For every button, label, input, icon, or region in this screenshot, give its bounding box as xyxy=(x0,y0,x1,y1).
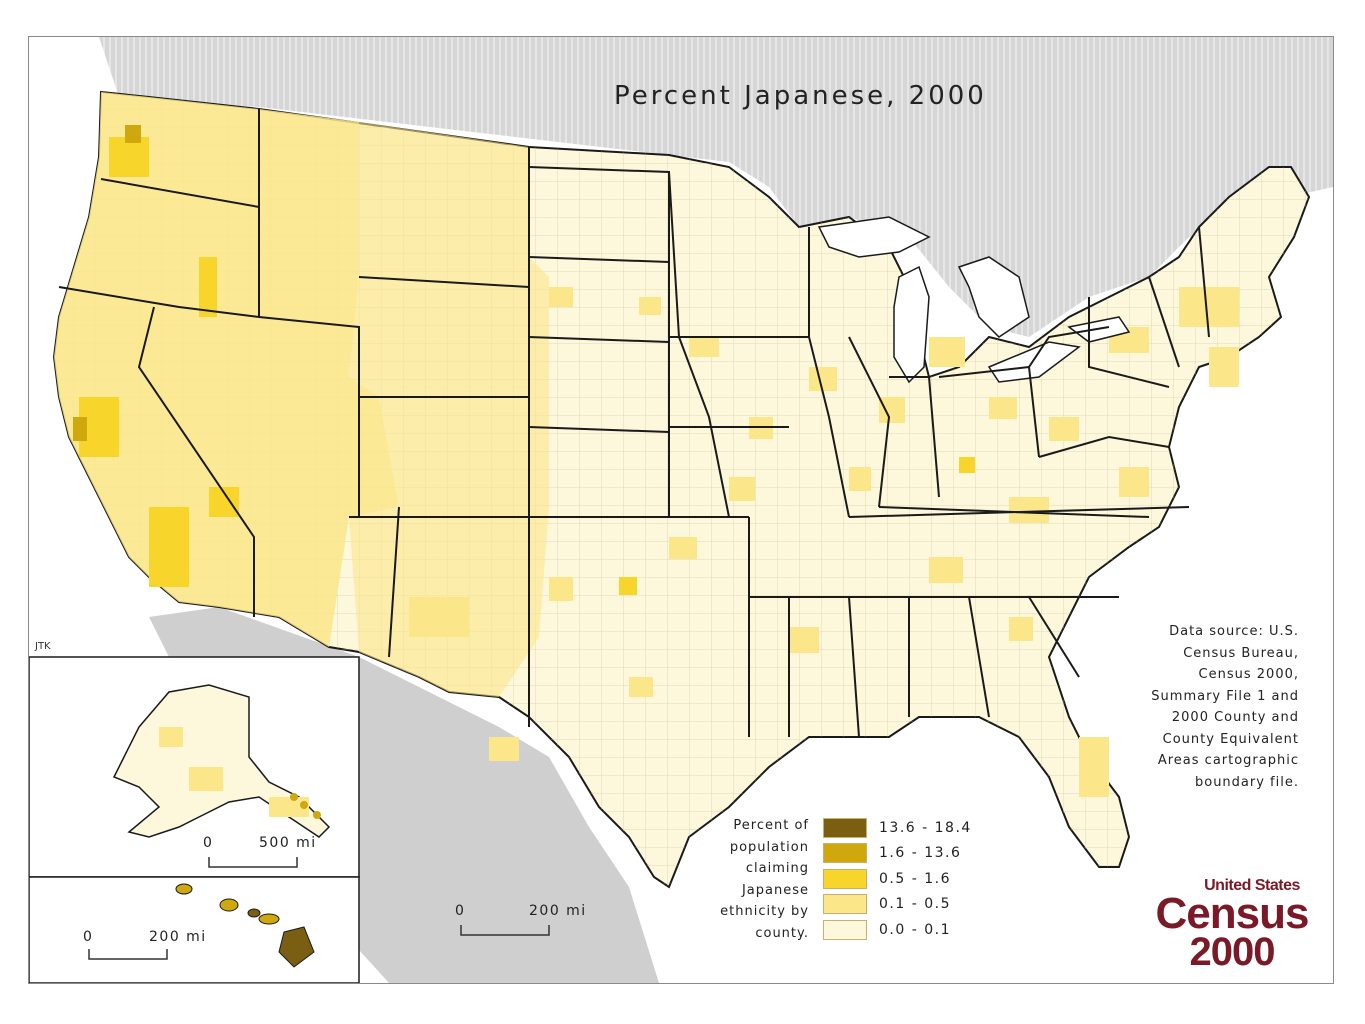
legend-item: 0.0 - 0.1 xyxy=(823,917,972,943)
scale-bar-hawaii xyxy=(88,949,168,960)
hawaii-islands xyxy=(175,883,315,968)
scale-alaska-zero: 0 xyxy=(203,835,214,851)
state-borders xyxy=(58,109,1210,738)
legend-title: Percent of population claiming Japanese … xyxy=(720,818,809,941)
legend-item: 0.1 - 0.5 xyxy=(823,892,972,918)
legend-label: 0.1 - 0.5 xyxy=(879,896,951,913)
data-source-note: Data source: U.S. Census Bureau, Census … xyxy=(1151,624,1299,790)
legend-item: 0.5 - 1.6 xyxy=(823,866,972,892)
legend-swatch xyxy=(823,843,867,864)
legend-swatch xyxy=(823,868,867,889)
legend-item: 13.6 - 18.4 xyxy=(823,815,972,841)
legend-swatch xyxy=(823,817,867,838)
scale-alaska-distance: 500 mi xyxy=(259,835,317,851)
legend-item: 1.6 - 13.6 xyxy=(823,841,972,867)
logo-line-1: United States xyxy=(1204,877,1300,894)
map-frame: Percent Japanese, 2000 JTK Data source: … xyxy=(28,36,1334,984)
west-region xyxy=(54,92,399,647)
author-credit: JTK xyxy=(35,641,51,652)
canada xyxy=(99,37,1333,337)
map-canvas xyxy=(29,37,1333,983)
scale-main-zero: 0 xyxy=(455,903,466,919)
legend-swatch xyxy=(823,894,867,915)
census-2000-logo: United States Census 2000 xyxy=(1147,877,1317,974)
scale-main-distance: 200 mi xyxy=(529,903,587,919)
alaska-patches xyxy=(159,727,309,817)
alaska-panhandle xyxy=(290,793,321,819)
mountain-region xyxy=(349,122,549,697)
logo-line-3: 2000 xyxy=(1189,930,1276,974)
map-title: Percent Japanese, 2000 xyxy=(614,81,987,111)
legend-label: 0.5 - 1.6 xyxy=(879,870,951,887)
legend-label: 1.6 - 13.6 xyxy=(879,845,962,862)
patches-east xyxy=(409,287,1239,797)
legend-swatch xyxy=(823,919,867,940)
patches-mid xyxy=(79,137,975,595)
scale-hawaii-zero: 0 xyxy=(83,929,94,945)
great-lakes xyxy=(817,216,1131,384)
scale-bar-main xyxy=(460,925,550,936)
logo-line-2: Census xyxy=(1155,889,1310,938)
legend-label: 13.6 - 18.4 xyxy=(879,819,972,836)
scale-hawaii-distance: 200 mi xyxy=(149,929,207,945)
scale-bar-alaska xyxy=(208,857,298,868)
patches-high xyxy=(73,125,141,441)
legend-label: 0.0 - 0.1 xyxy=(879,921,951,938)
legend: 13.6 - 18.4 1.6 - 13.6 0.5 - 1.6 0.1 - 0… xyxy=(823,815,972,943)
